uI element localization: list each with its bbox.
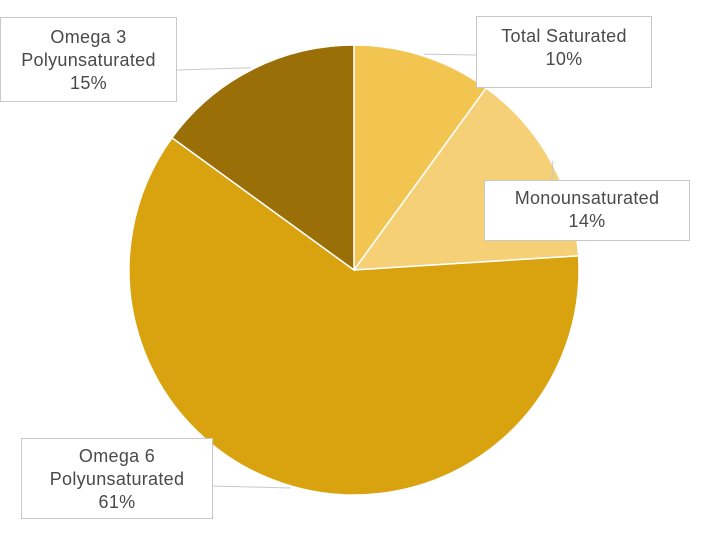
leader-line bbox=[212, 485, 291, 489]
callout-label: Monounsaturated bbox=[514, 188, 660, 208]
slice-omega-6 bbox=[128, 136, 580, 496]
callout-percent: 14% bbox=[568, 211, 606, 231]
callout-label-line-1: Omega 6 bbox=[78, 446, 156, 466]
callout-percent: 61% bbox=[98, 492, 136, 512]
callout-label-line-1: Omega 3 bbox=[50, 27, 127, 47]
callout-label-line-2: Polyunsaturated bbox=[49, 469, 185, 489]
slice-omega-3 bbox=[170, 44, 355, 272]
callout-percent: 15% bbox=[70, 73, 107, 93]
leader-line bbox=[176, 67, 251, 71]
callout-label-line-2: Polyunsaturated bbox=[21, 50, 156, 70]
callout-percent: 10% bbox=[545, 49, 583, 69]
leader-line bbox=[424, 53, 477, 56]
pie-slices bbox=[128, 44, 580, 496]
leader-line bbox=[551, 160, 554, 181]
callout-total-saturated: Total Saturated 10% bbox=[476, 16, 652, 88]
callout-omega-3: Omega 3 Polyunsaturated 15% bbox=[0, 17, 177, 102]
callout-label: Total Saturated bbox=[501, 26, 627, 46]
callout-monounsaturated: Monounsaturated 14% bbox=[484, 180, 690, 241]
leader-lines bbox=[176, 53, 554, 489]
callout-omega-6: Omega 6 Polyunsaturated 61% bbox=[21, 438, 213, 519]
